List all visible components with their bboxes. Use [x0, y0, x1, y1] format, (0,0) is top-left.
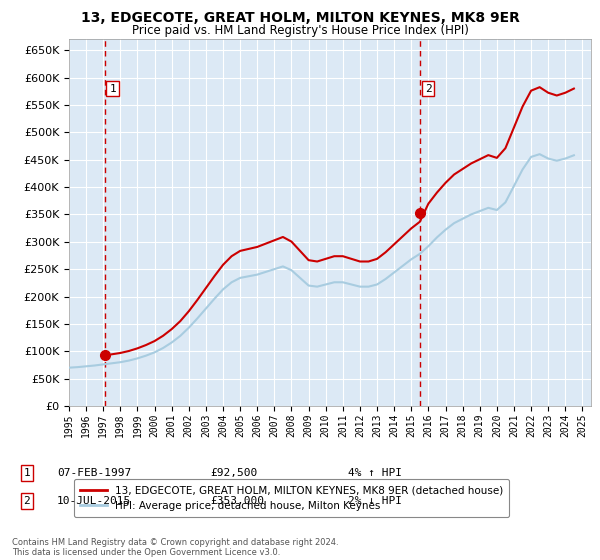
Text: £353,000: £353,000 — [210, 496, 264, 506]
Text: 07-FEB-1997: 07-FEB-1997 — [57, 468, 131, 478]
Text: Price paid vs. HM Land Registry's House Price Index (HPI): Price paid vs. HM Land Registry's House … — [131, 24, 469, 36]
Text: 2: 2 — [23, 496, 31, 506]
Text: 10-JUL-2015: 10-JUL-2015 — [57, 496, 131, 506]
Legend: 13, EDGECOTE, GREAT HOLM, MILTON KEYNES, MK8 9ER (detached house), HPI: Average : 13, EDGECOTE, GREAT HOLM, MILTON KEYNES,… — [74, 479, 509, 517]
Text: 2: 2 — [425, 83, 431, 94]
Text: 1: 1 — [109, 83, 116, 94]
Text: £92,500: £92,500 — [210, 468, 257, 478]
Text: 4% ↑ HPI: 4% ↑ HPI — [348, 468, 402, 478]
Text: 13, EDGECOTE, GREAT HOLM, MILTON KEYNES, MK8 9ER: 13, EDGECOTE, GREAT HOLM, MILTON KEYNES,… — [80, 11, 520, 25]
Text: 2% ↓ HPI: 2% ↓ HPI — [348, 496, 402, 506]
Text: 1: 1 — [23, 468, 31, 478]
Text: Contains HM Land Registry data © Crown copyright and database right 2024.
This d: Contains HM Land Registry data © Crown c… — [12, 538, 338, 557]
